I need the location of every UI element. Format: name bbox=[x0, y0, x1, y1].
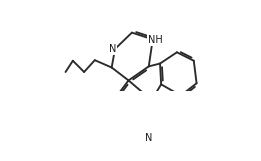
Text: N: N bbox=[145, 133, 152, 143]
Text: NH: NH bbox=[147, 35, 162, 45]
Text: N: N bbox=[109, 44, 116, 54]
